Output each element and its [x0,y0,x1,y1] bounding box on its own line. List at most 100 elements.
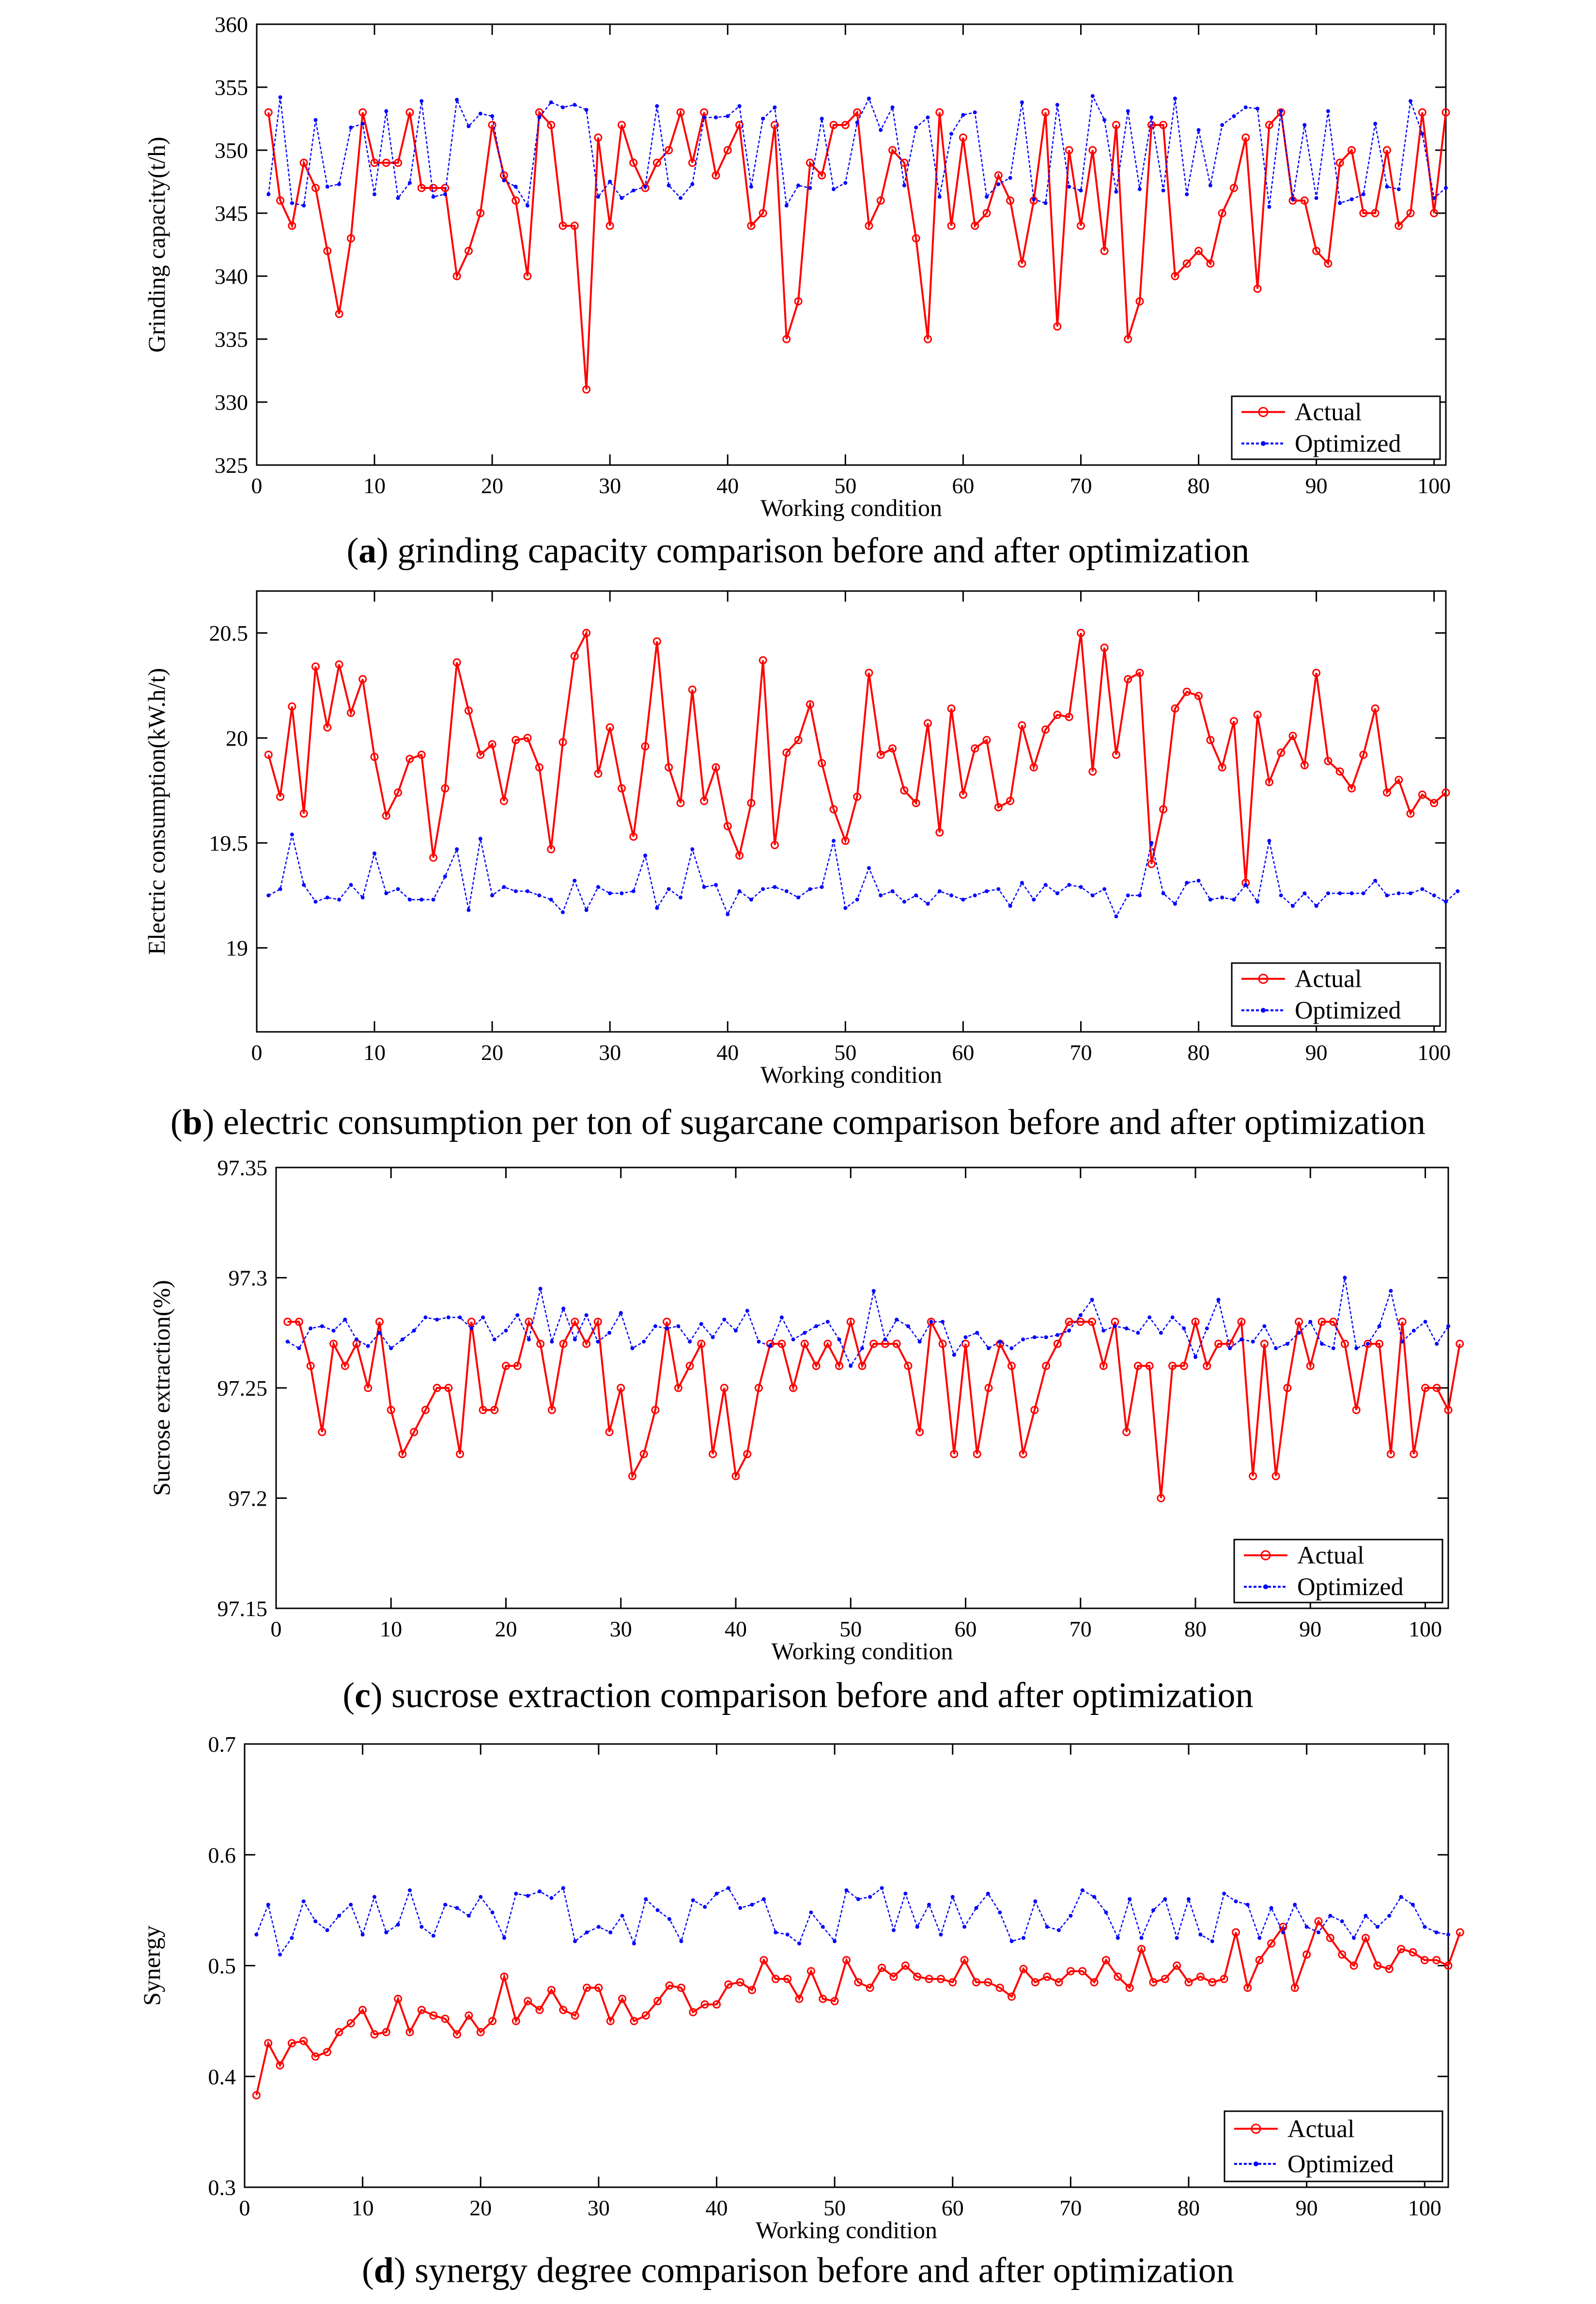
actual-point [1173,1962,1181,1970]
actual-point [264,2039,273,2048]
optimized-point [301,1899,306,1903]
actual-point [674,1384,682,1392]
actual-point [1065,1318,1073,1326]
actual-point [1432,1956,1441,1964]
actual-point [1168,1362,1177,1370]
actual-point [823,1339,832,1348]
actual-point [685,1362,694,1370]
actual-point [276,793,285,801]
actual-point [1161,1975,1169,1983]
optimized-point [749,185,753,189]
x-tick-label: 90 [1305,473,1328,498]
actual-point [394,158,403,167]
optimized-point [666,183,671,187]
actual-point [1326,1933,1334,1942]
y-tick-label: 325 [215,453,248,478]
legend-actual-label: Actual [1287,2115,1355,2143]
actual-point [593,1318,602,1326]
actual-point [1306,1362,1315,1370]
optimized-point [761,117,765,121]
optimized-point [290,201,294,205]
optimized-point [337,898,341,902]
optimized-point [337,1914,341,1918]
actual-point [723,146,732,155]
actual-point [346,708,355,717]
optimized-point [355,1337,359,1341]
x-tick-label: 80 [1188,1040,1210,1065]
y-tick-label: 0.6 [208,1843,236,1868]
actual-point [866,1983,874,1992]
actual-point [1329,1318,1338,1326]
optimized-point [1302,123,1307,127]
actual-point [938,1339,947,1348]
actual-point [618,1994,627,2003]
actual-point [904,1362,913,1370]
x-tick-label: 50 [834,1040,856,1065]
actual-point [1373,1962,1382,1970]
actual-point [382,158,390,167]
actual-point [358,675,367,684]
optimized-point [573,1337,577,1341]
optimized-point [1128,1897,1132,1901]
plot-frame [256,590,1447,1033]
optimized-point [1377,1324,1381,1328]
actual-point [1290,1983,1299,1992]
actual-point [1243,1983,1252,1992]
actual-point [375,1318,384,1326]
optimized-point [784,203,789,208]
actual-point [1421,1384,1430,1392]
optimized-point [1409,99,1413,103]
actual-point [405,2028,414,2037]
optimized-point [278,887,282,891]
actual-point [370,752,379,761]
actual-point [605,221,614,230]
actual-point [1249,1472,1257,1480]
optimized-point [384,1930,388,1934]
optimized-point [952,1353,956,1357]
actual-point [782,748,791,757]
x-tick-label: 70 [1059,2195,1082,2220]
actual-point [842,1956,851,1964]
x-tick-label: 30 [599,1040,621,1065]
optimized-point [643,185,648,189]
optimized-point [1102,118,1107,122]
optimized-point [1173,96,1177,101]
optimized-point [337,182,341,187]
optimized-point [986,1891,990,1896]
actual-point [1006,796,1015,805]
actual-point [1255,1956,1264,1964]
actual-point [594,133,603,142]
actual-point [878,1963,886,1972]
actual-point [1361,1933,1370,1942]
optimized-point [278,1952,282,1957]
actual-point [876,196,885,205]
optimized-point [302,883,306,887]
optimized-point [349,1902,353,1907]
optimized-point [1159,1331,1163,1335]
optimized-point [726,1886,730,1890]
actual-point [329,1339,338,1348]
optimized-point [360,895,365,900]
optimized-point [868,1895,872,1899]
x-tick-label: 70 [1069,1617,1092,1641]
actual-point [713,2000,721,2009]
optimized-point [526,889,530,893]
optimized-point [937,195,942,199]
optimized-point [1373,122,1378,126]
optimized-point [478,837,482,841]
actual-point [1229,717,1238,726]
optimized-point [903,1891,908,1896]
optimized-point [1291,904,1295,908]
actual-point [994,803,1003,811]
actual-point [759,1956,768,1964]
actual-series-line [255,1919,1461,2096]
optimized-point [360,122,365,126]
y-tick-label: 97.2 [229,1486,268,1511]
actual-point [523,733,532,742]
optimized-point [1078,1313,1083,1317]
actual-point [1265,121,1273,129]
optimized-point [389,1346,393,1351]
optimized-point [331,1328,336,1333]
actual-point [323,723,332,732]
actual-point [1122,1428,1131,1436]
